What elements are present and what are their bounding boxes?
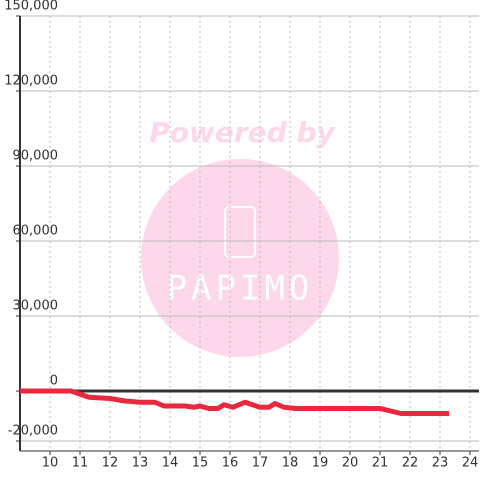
x-tick-label: 17 — [252, 456, 269, 471]
x-tick-label: 13 — [132, 456, 149, 471]
x-tick-label: 19 — [312, 456, 329, 471]
y-tick-label: 30,000 — [13, 299, 59, 314]
x-tick-label: 11 — [72, 456, 89, 471]
x-tick-label: 16 — [222, 456, 239, 471]
y-tick-label: -20,000 — [8, 424, 58, 439]
x-tick-label: 18 — [282, 456, 299, 471]
x-tick-label: 23 — [432, 456, 449, 471]
grid: 10 11 12 13 14 15 16 17 18 19 20 21 22 23 24 -20,000 0 30… — [4, 0, 479, 471]
x-tick-label: 22 — [402, 456, 419, 471]
x-tick-label: 15 — [192, 456, 209, 471]
y-tick-label: 60,000 — [13, 224, 59, 239]
x-tick-label: 20 — [342, 456, 359, 471]
y-tick-label: 120,000 — [4, 74, 58, 89]
watermark-title: Powered by — [149, 116, 336, 149]
plot — [20, 388, 449, 416]
y-tick-label: 0 — [50, 374, 58, 389]
y-tick-label: 90,000 — [13, 149, 59, 164]
x-tick-label: 21 — [372, 456, 389, 471]
data-line — [20, 388, 449, 416]
x-tick-label: 12 — [102, 456, 119, 471]
y-tick-label: 150,000 — [4, 0, 58, 14]
x-tick-label: 10 — [42, 456, 59, 471]
x-tick-label: 24 — [462, 456, 479, 471]
watermark: Powered by PAPIMO — [141, 116, 339, 357]
watermark-brand: PAPIMO — [167, 269, 314, 309]
x-tick-label: 14 — [162, 456, 179, 471]
watermark-phone — [224, 206, 256, 258]
